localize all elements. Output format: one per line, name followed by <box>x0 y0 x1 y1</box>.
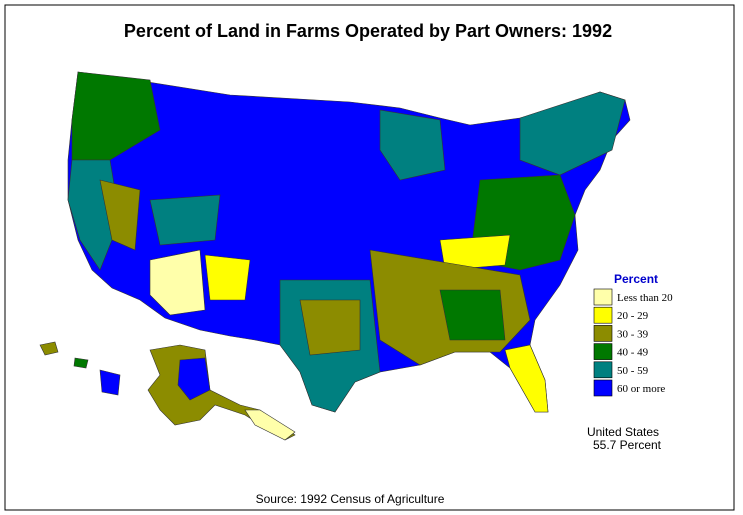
region <box>204 254 251 301</box>
legend-label: 60 or more <box>617 383 665 395</box>
legend-label: Less than 20 <box>617 292 673 304</box>
map <box>39 71 631 441</box>
alaska-part <box>244 409 296 441</box>
alaska-part <box>177 357 211 401</box>
legend-swatch <box>593 343 613 360</box>
legend-swatch <box>593 325 613 342</box>
region <box>439 289 506 341</box>
legend-label: 40 - 49 <box>617 347 649 359</box>
map-title: Percent of Land in Farms Operated by Par… <box>124 21 612 41</box>
legend-swatch <box>593 288 613 306</box>
legend-title: Percent <box>614 272 658 286</box>
legend-label: 50 - 59 <box>617 365 649 377</box>
region <box>149 249 206 316</box>
region <box>149 194 221 246</box>
source-note: Source: 1992 Census of Agriculture <box>256 492 445 506</box>
hawaii <box>99 369 121 396</box>
legend-swatch <box>593 379 613 397</box>
legend-swatch <box>593 361 613 379</box>
summary-value: 55.7 Percent <box>593 438 662 452</box>
legend-swatch <box>593 306 613 324</box>
region <box>379 109 446 181</box>
legend-label: 20 - 29 <box>617 310 649 322</box>
region <box>504 344 549 413</box>
region <box>299 299 361 356</box>
summary-line: United States <box>587 425 659 439</box>
region <box>519 91 626 176</box>
hawaii <box>73 357 89 369</box>
region <box>99 179 141 251</box>
legend-label: 30 - 39 <box>617 328 649 340</box>
region <box>439 234 511 271</box>
hawaii <box>39 341 59 356</box>
legend: Percent Less than 20 20 - 29 30 - 39 40 - 4… <box>593 272 673 397</box>
